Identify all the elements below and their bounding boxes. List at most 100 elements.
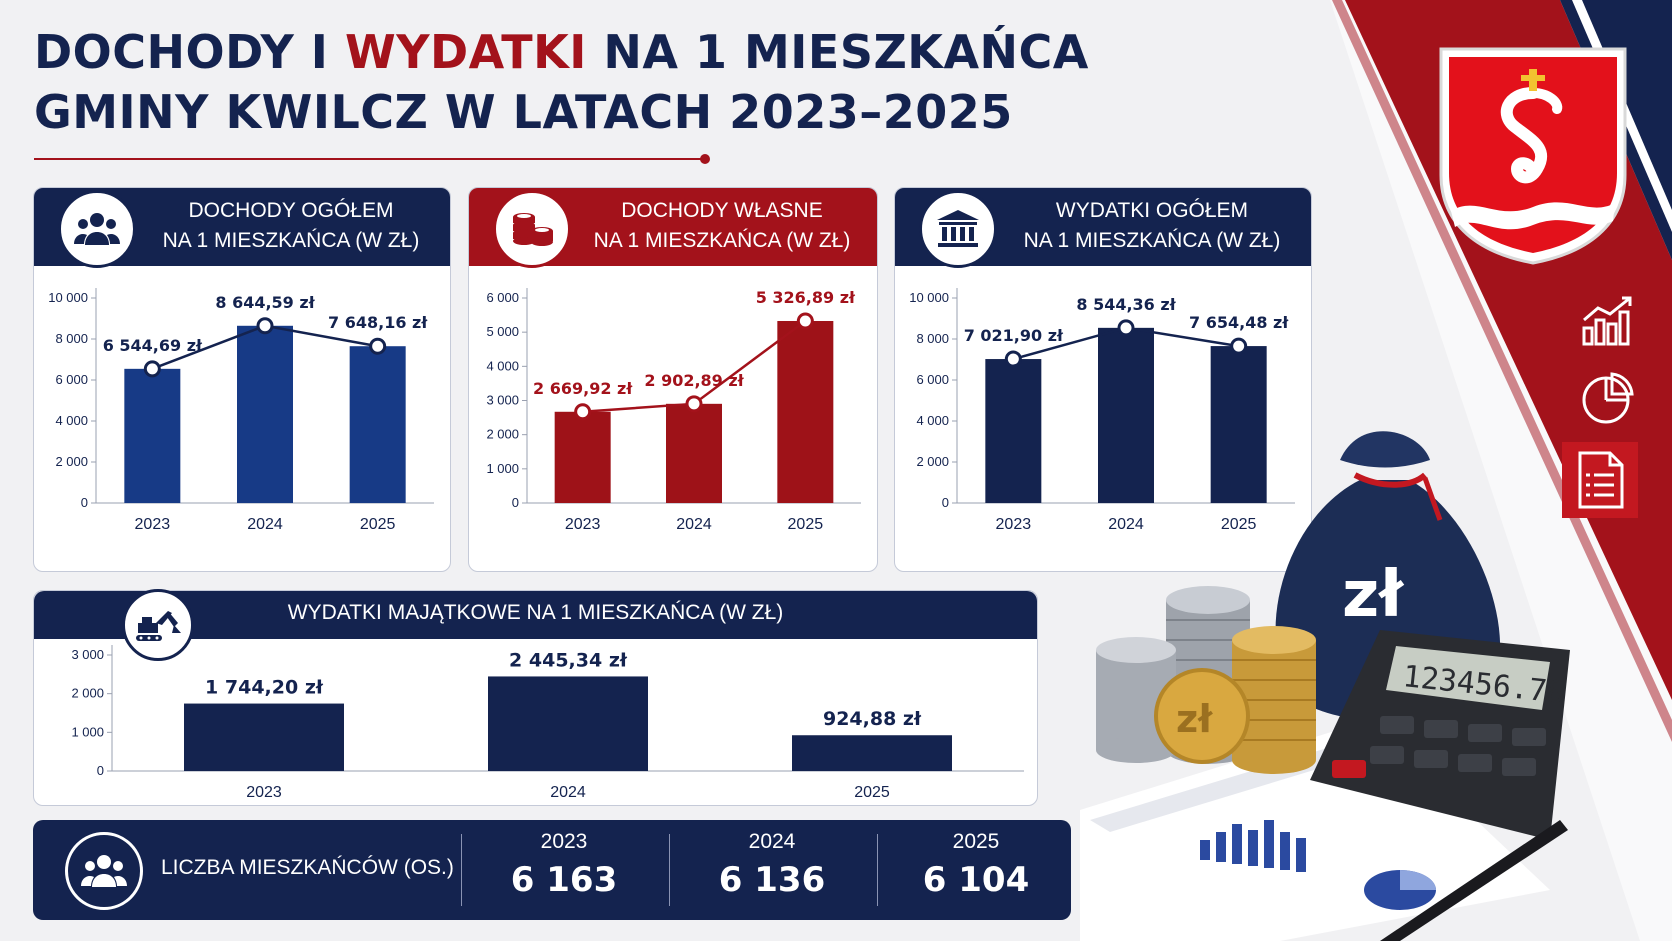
y-tick-label: 0 <box>942 495 949 510</box>
y-tick-label: 6 000 <box>916 372 949 387</box>
population-2023: 2023 6 163 <box>461 830 667 900</box>
y-tick-label: 2 000 <box>71 686 104 701</box>
money-illustration: zł zł 123456.78 <box>1080 431 1570 941</box>
data-point <box>369 337 387 355</box>
y-tick-label: 3 000 <box>71 647 104 662</box>
card-title-line: DOCHODY WŁASNE <box>621 199 823 222</box>
bank-icon <box>919 190 997 268</box>
population-value: 6 104 <box>922 860 1030 900</box>
population-2024: 2024 6 136 <box>669 830 875 900</box>
title-underline <box>34 158 706 160</box>
population-year: 2025 <box>952 830 1000 853</box>
bar <box>1098 327 1154 503</box>
card-header: DOCHODY OGÓŁEM NA 1 MIESZKAŃCA (W ZŁ) <box>34 188 450 268</box>
y-tick-label: 0 <box>97 763 104 778</box>
population-bar: LICZBA MIESZKAŃCÓW (OS.) 2023 6 163 2024… <box>33 820 1071 920</box>
data-label: 7 654,48 zł <box>1189 313 1289 332</box>
data-label: 2 445,34 zł <box>509 649 628 671</box>
title-highlight: WYDATKI <box>344 25 587 79</box>
population-year: 2023 <box>540 830 588 853</box>
card-title: DOCHODY OGÓŁEM NA 1 MIESZKAŃCA (W ZŁ) <box>144 196 438 256</box>
card-header: DOCHODY WŁASNE NA 1 MIESZKAŃCA (W ZŁ) <box>469 188 877 268</box>
chart-card-dochody-ogolem: DOCHODY OGÓŁEM NA 1 MIESZKAŃCA (W ZŁ) 0 2… <box>33 187 451 572</box>
data-point <box>796 312 814 330</box>
title-line-2: GMINY KWILCZ W LATACH 2023–2025 <box>34 85 1013 139</box>
bar <box>666 403 722 503</box>
population-year: 2024 <box>748 830 796 853</box>
x-tick-label: 2023 <box>565 516 601 533</box>
data-point <box>1117 319 1135 337</box>
people-icon <box>58 190 136 268</box>
data-point <box>1004 350 1022 368</box>
pen <box>1380 820 1568 941</box>
pie-chart-icon <box>1578 368 1638 428</box>
population-value: 6 136 <box>718 860 826 900</box>
data-point <box>143 360 161 378</box>
data-label: 2 902,89 zł <box>644 371 744 390</box>
divider <box>877 834 878 906</box>
x-tick-label: 2023 <box>246 784 282 801</box>
bar <box>792 735 952 771</box>
data-point <box>574 403 592 421</box>
y-tick-label: 2 000 <box>916 454 949 469</box>
chart-card-wydatki-ogolem: WYDATKI OGÓŁEM NA 1 MIESZKAŃCA (W ZŁ) 0 2… <box>894 187 1312 572</box>
card-header: WYDATKI MAJĄTKOWE NA 1 MIESZKAŃCA (W ZŁ) <box>34 591 1037 639</box>
title-underline-dot <box>700 154 710 164</box>
y-tick-label: 10 000 <box>909 290 949 305</box>
x-tick-label: 2025 <box>854 784 890 801</box>
coins-icon <box>493 190 571 268</box>
people-icon <box>65 832 143 910</box>
data-label: 6 544,69 zł <box>103 336 203 355</box>
bar <box>1210 346 1267 503</box>
population-label: LICZBA MIESZKAŃCÓW (OS.) <box>161 856 454 879</box>
bar <box>488 676 648 771</box>
chart-card-wydatki-majatkowe: WYDATKI MAJĄTKOWE NA 1 MIESZKAŃCA (W ZŁ)… <box>33 589 1038 806</box>
y-tick-label: 5 000 <box>486 324 519 339</box>
data-label: 924,88 zł <box>823 708 922 730</box>
data-label: 8 644,59 zł <box>215 293 315 312</box>
data-label: 7 021,90 zł <box>964 326 1064 345</box>
document-icon <box>1562 442 1638 518</box>
x-tick-label: 2025 <box>1221 516 1257 533</box>
population-value: 6 163 <box>510 860 618 900</box>
bar-chart-icon <box>1578 290 1638 350</box>
x-tick-label: 2023 <box>996 516 1032 533</box>
y-tick-label: 1 000 <box>486 461 519 476</box>
bar <box>777 320 834 503</box>
card-header: WYDATKI OGÓŁEM NA 1 MIESZKAŃCA (W ZŁ) <box>895 188 1311 268</box>
data-label: 1 744,20 zł <box>205 677 324 699</box>
bar-chart: 0 2 000 4 000 6 000 8 000 10 000 2023 2024 2025 6… <box>48 288 434 533</box>
y-tick-label: 2 000 <box>486 427 519 442</box>
calculator: 123456.78 <box>1310 630 1570 840</box>
bar <box>237 325 293 503</box>
bar <box>184 703 344 771</box>
x-tick-label: 2024 <box>676 516 712 533</box>
x-tick-label: 2024 <box>1108 516 1144 533</box>
card-title-line: NA 1 MIESZKAŃCA (W ZŁ) <box>593 229 851 252</box>
divider <box>669 834 670 906</box>
title-part: DOCHODY I <box>34 25 345 79</box>
data-point <box>685 395 703 413</box>
y-tick-label: 2 000 <box>55 454 88 469</box>
excavator-icon <box>122 589 194 661</box>
card-title: WYDATKI OGÓŁEM NA 1 MIESZKAŃCA (W ZŁ) <box>1005 196 1299 256</box>
bar <box>985 359 1042 503</box>
y-tick-label: 8 000 <box>55 331 88 346</box>
y-tick-label: 0 <box>512 495 519 510</box>
data-label: 5 326,89 zł <box>756 288 856 307</box>
x-tick-label: 2023 <box>135 516 171 533</box>
chart-card-dochody-wlasne: DOCHODY WŁASNE NA 1 MIESZKAŃCA (W ZŁ) 0 1… <box>468 187 878 572</box>
x-tick-label: 2024 <box>550 784 586 801</box>
card-title-line: NA 1 MIESZKAŃCA (W ZŁ) <box>1023 229 1281 252</box>
bar <box>554 411 611 503</box>
data-point <box>1230 337 1248 355</box>
data-label: 2 669,92 zł <box>533 379 633 398</box>
y-tick-label: 4 000 <box>55 413 88 428</box>
bar-chart: 0 1 000 2 000 3 000 2023 2024 2025 1 744,20 zł 2… <box>71 645 1024 801</box>
x-tick-label: 2025 <box>788 516 824 533</box>
card-title-line: NA 1 MIESZKAŃCA (W ZŁ) <box>162 229 420 252</box>
card-title: WYDATKI MAJĄTKOWE NA 1 MIESZKAŃCA (W ZŁ) <box>287 601 784 624</box>
card-title-line: DOCHODY OGÓŁEM <box>188 199 394 222</box>
coin-currency-label: zł <box>1176 697 1213 741</box>
x-tick-label: 2025 <box>360 516 396 533</box>
